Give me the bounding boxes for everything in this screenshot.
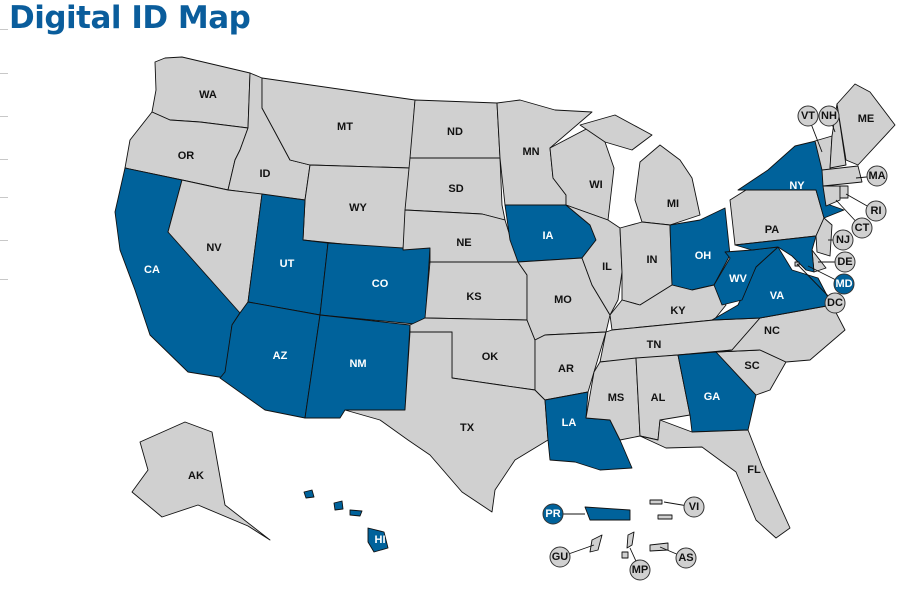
state-hi[interactable] [303, 489, 315, 499]
state-as[interactable] [649, 542, 669, 552]
state-bubble-ri[interactable] [865, 200, 887, 222]
state-bubble-de[interactable] [834, 251, 856, 273]
state-ma[interactable] [821, 165, 863, 187]
state-bubble-mp[interactable] [629, 559, 651, 581]
state-bubble-vt[interactable] [797, 105, 819, 127]
state-bubble-vi[interactable] [683, 496, 705, 518]
state-hi[interactable] [367, 527, 389, 553]
state-bubble-ct[interactable] [851, 217, 873, 239]
state-wa[interactable] [151, 56, 251, 129]
state-bubble-nh[interactable] [818, 105, 840, 127]
state-nm[interactable] [304, 314, 411, 419]
state-vi[interactable] [649, 499, 663, 505]
state-bubble-ma[interactable] [866, 165, 888, 187]
side-tick [0, 279, 8, 280]
side-tick [0, 197, 8, 198]
state-mi[interactable] [634, 144, 701, 226]
state-bubble-dc[interactable] [824, 292, 846, 314]
state-mp[interactable] [626, 531, 635, 549]
state-tx[interactable] [344, 331, 549, 513]
state-ks[interactable] [424, 261, 528, 321]
state-md[interactable] [734, 235, 817, 273]
state-bubble-as[interactable] [675, 547, 697, 569]
state-wy[interactable] [302, 164, 411, 251]
state-me[interactable] [836, 83, 896, 166]
side-tick [0, 159, 8, 160]
side-tick [0, 29, 8, 30]
state-fl[interactable] [639, 419, 791, 539]
state-la[interactable] [544, 391, 633, 471]
state-ny[interactable] [737, 139, 845, 219]
state-hi[interactable] [333, 500, 344, 511]
state-bubble-gu[interactable] [549, 546, 571, 568]
state-gu[interactable] [589, 534, 603, 553]
state-ct[interactable] [822, 185, 841, 207]
state-bubble-nj[interactable] [832, 229, 854, 251]
state-bubble-md[interactable] [833, 273, 855, 295]
state-ri[interactable] [839, 185, 849, 199]
page-title: Digital ID Map [9, 0, 251, 36]
state-nj[interactable] [815, 217, 833, 257]
state-ar[interactable] [534, 331, 607, 401]
state-bubble-pr[interactable] [542, 503, 564, 525]
side-tick [0, 240, 8, 241]
state-ak[interactable] [131, 421, 271, 541]
state-hi[interactable] [349, 509, 363, 517]
state-nd[interactable] [409, 99, 501, 159]
state-pr[interactable] [584, 506, 631, 521]
side-tick [0, 116, 8, 117]
state-mp[interactable] [621, 551, 629, 559]
state-mi[interactable] [579, 114, 653, 151]
side-tick [0, 73, 8, 74]
state-co[interactable] [319, 242, 431, 326]
state-vi[interactable] [657, 514, 673, 520]
